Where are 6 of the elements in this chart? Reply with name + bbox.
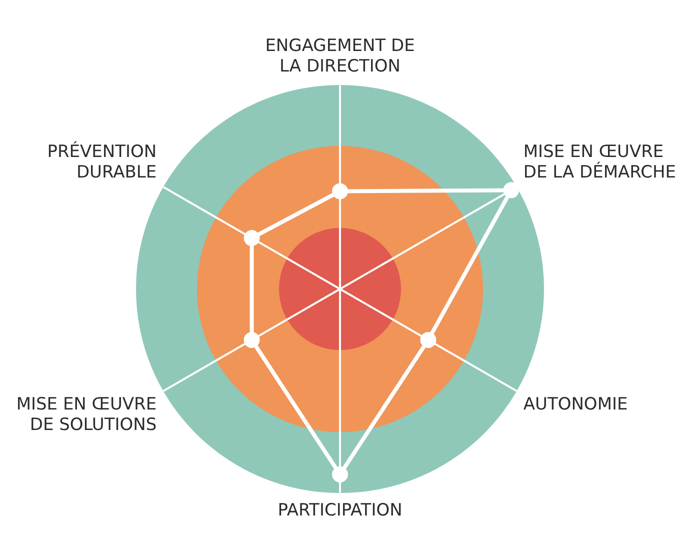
- spoke-label: MISE EN ŒUVRE DE LA DÉMARCHE: [523, 142, 676, 182]
- spoke-label: AUTONOMIE: [523, 394, 628, 414]
- spoke-label: PARTICIPATION: [278, 500, 402, 520]
- spoke-label: MISE EN ŒUVRE DE SOLUTIONS: [16, 394, 157, 435]
- spoke-label: PRÉVENTION DURABLE: [47, 140, 157, 182]
- spoke-label: ENGAGEMENT DE LA DIRECTION: [265, 36, 415, 76]
